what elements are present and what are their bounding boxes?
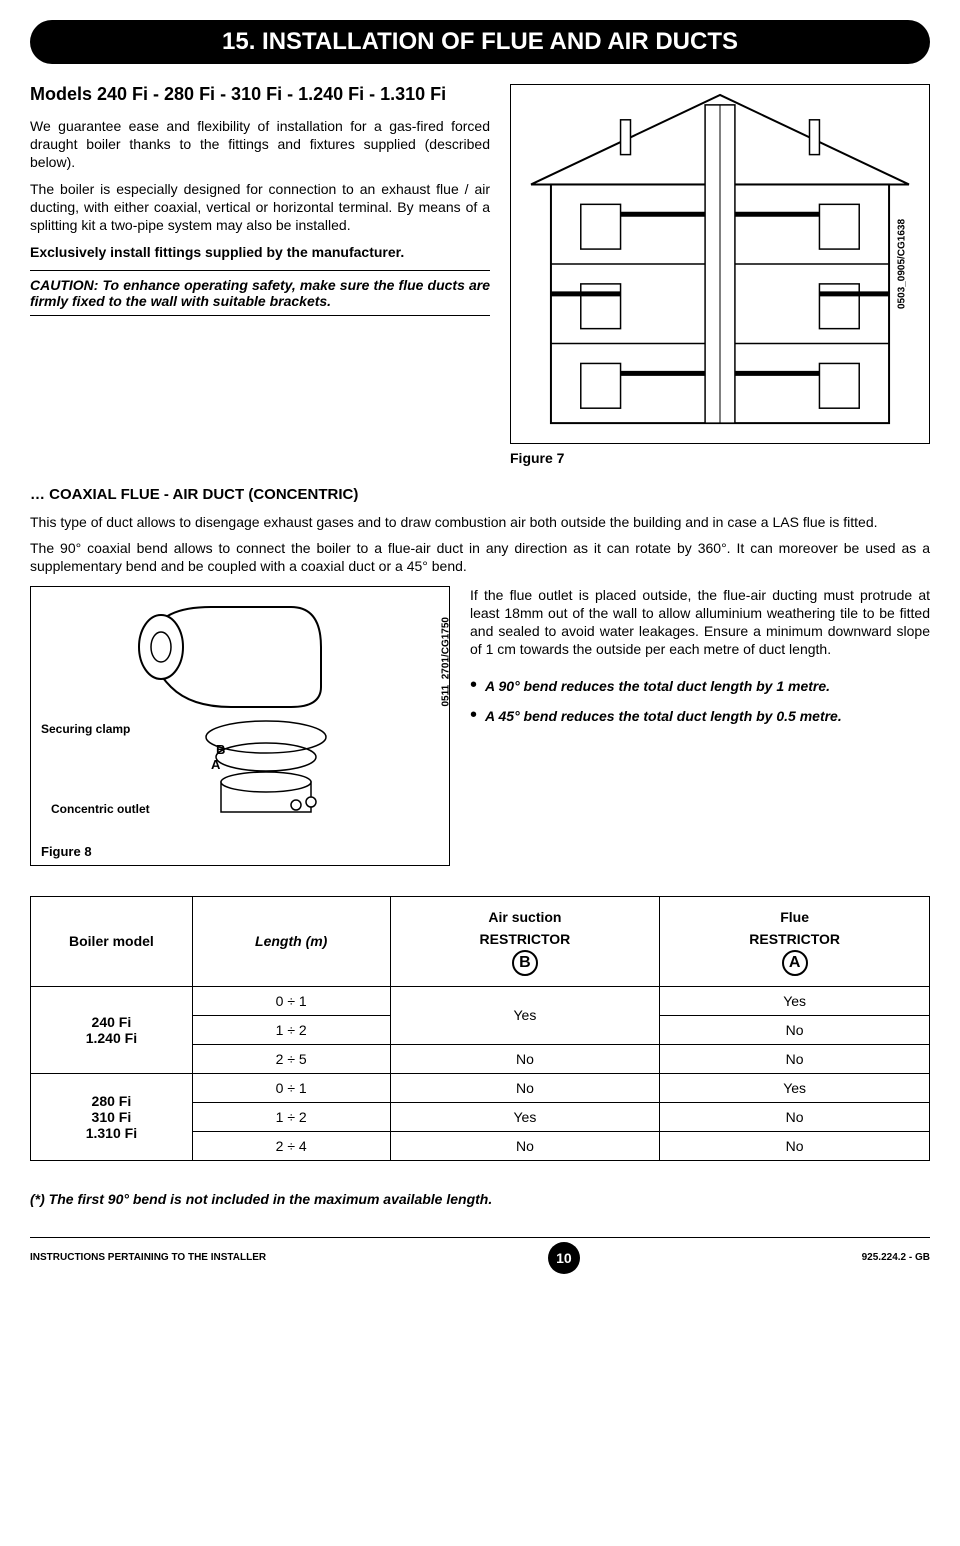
figure-8-diagram: 0511_2701/CG1750 Securing clamp B A Conc… [30, 586, 450, 866]
restrictor-b-cell: No [390, 1044, 660, 1073]
restrictor-b-cell: Yes [390, 986, 660, 1044]
intro-para-2: The boiler is especially designed for co… [30, 180, 490, 235]
footer-right: 925.224.2 - GB [862, 1252, 930, 1263]
concentric-outlet-label: Concentric outlet [51, 802, 150, 816]
footer-left: INSTRUCTIONS PERTAINING TO THE INSTALLER [30, 1252, 266, 1263]
figure-7-caption: Figure 7 [510, 450, 930, 466]
length-cell: 2 ÷ 5 [192, 1044, 390, 1073]
restrictor-a-cell: No [660, 1131, 930, 1160]
label-a: A [211, 757, 220, 772]
figure-8-text-column: If the flue outlet is placed outside, th… [470, 586, 930, 866]
figure-8-code: 0511_2701/CG1750 [441, 617, 452, 707]
restrictor-a-cell: Yes [660, 986, 930, 1015]
figure-8-caption: Figure 8 [41, 844, 92, 859]
top-section: Models 240 Fi - 280 Fi - 310 Fi - 1.240 … [30, 84, 930, 466]
model-cell-280fi: 280 Fi 310 Fi 1.310 Fi [31, 1073, 193, 1160]
circle-b-icon: B [512, 950, 538, 976]
flue-outlet-para: If the flue outlet is placed outside, th… [470, 586, 930, 659]
section-title: 15. INSTALLATION OF FLUE AND AIR DUCTS [222, 28, 738, 55]
air-restrictor-header: Air suction RESTRICTOR B [390, 896, 660, 986]
restrictor-b-cell: Yes [390, 1102, 660, 1131]
length-cell: 0 ÷ 1 [192, 986, 390, 1015]
page-footer: INSTRUCTIONS PERTAINING TO THE INSTALLER… [30, 1237, 930, 1274]
restrictor-a-cell: No [660, 1102, 930, 1131]
bend-reduction-list: • A 90° bend reduces the total duct leng… [470, 678, 930, 724]
boiler-model-header: Boiler model [31, 896, 193, 986]
model-cell-240fi: 240 Fi 1.240 Fi [31, 986, 193, 1073]
list-item: • A 90° bend reduces the total duct leng… [470, 678, 930, 694]
footnote: (*) The first 90° bend is not included i… [30, 1191, 930, 1207]
restrictor-a-cell: No [660, 1044, 930, 1073]
page-number: 10 [548, 1242, 580, 1274]
restrictor-label: RESTRICTOR [480, 931, 571, 947]
length-cell: 1 ÷ 2 [192, 1015, 390, 1044]
length-cell: 2 ÷ 4 [192, 1131, 390, 1160]
models-line: Models 240 Fi - 280 Fi - 310 Fi - 1.240 … [30, 84, 490, 105]
list-item: • A 45° bend reduces the total duct leng… [470, 708, 930, 724]
circle-a-icon: A [782, 950, 808, 976]
bullet-icon: • [470, 708, 477, 724]
restrictor-a-cell: No [660, 1015, 930, 1044]
intro-column: Models 240 Fi - 280 Fi - 310 Fi - 1.240 … [30, 84, 490, 466]
coaxial-elbow-icon [91, 597, 391, 827]
figure-7-code: 0503_0905/CG1638 [896, 219, 907, 309]
coaxial-para-1: This type of duct allows to disengage ex… [30, 513, 930, 531]
coaxial-para-2: The 90° coaxial bend allows to connect t… [30, 539, 930, 575]
intro-para-1: We guarantee ease and flexibility of ins… [30, 117, 490, 172]
figure-7-column: 0503_0905/CG1638 Figure 7 [510, 84, 930, 466]
flue-label: Flue [780, 909, 809, 925]
label-b: B [216, 742, 225, 757]
mid-section: 0511_2701/CG1750 Securing clamp B A Conc… [30, 586, 930, 866]
length-header: Length (m) [192, 896, 390, 986]
restrictor-a-cell: Yes [660, 1073, 930, 1102]
house-cross-section-icon [511, 85, 929, 443]
securing-clamp-label: Securing clamp [41, 722, 130, 736]
flue-restrictor-header: Flue RESTRICTOR A [660, 896, 930, 986]
caution-box: CAUTION: To enhance operating safety, ma… [30, 270, 490, 316]
bullet-1-text: A 90° bend reduces the total duct length… [485, 678, 830, 694]
figure-7-diagram: 0503_0905/CG1638 [510, 84, 930, 444]
length-cell: 0 ÷ 1 [192, 1073, 390, 1102]
restrictor-b-cell: No [390, 1131, 660, 1160]
length-cell: 1 ÷ 2 [192, 1102, 390, 1131]
table-row: 240 Fi 1.240 Fi 0 ÷ 1 Yes Yes [31, 986, 930, 1015]
exclusive-fittings-note: Exclusively install fittings supplied by… [30, 244, 490, 260]
section-header: 15. INSTALLATION OF FLUE AND AIR DUCTS [30, 20, 930, 64]
restrictor-table: Boiler model Length (m) Air suction REST… [30, 896, 930, 1161]
figure-8-column: 0511_2701/CG1750 Securing clamp B A Conc… [30, 586, 450, 866]
bullet-2-text: A 45° bend reduces the total duct length… [485, 708, 842, 724]
table-row: 280 Fi 310 Fi 1.310 Fi 0 ÷ 1 No Yes [31, 1073, 930, 1102]
bullet-icon: • [470, 678, 477, 694]
restrictor-label: RESTRICTOR [749, 931, 840, 947]
restrictor-b-cell: No [390, 1073, 660, 1102]
table-header-row: Boiler model Length (m) Air suction REST… [31, 896, 930, 986]
air-suction-label: Air suction [488, 909, 561, 925]
coaxial-heading: … COAXIAL FLUE - AIR DUCT (CONCENTRIC) [30, 486, 930, 503]
